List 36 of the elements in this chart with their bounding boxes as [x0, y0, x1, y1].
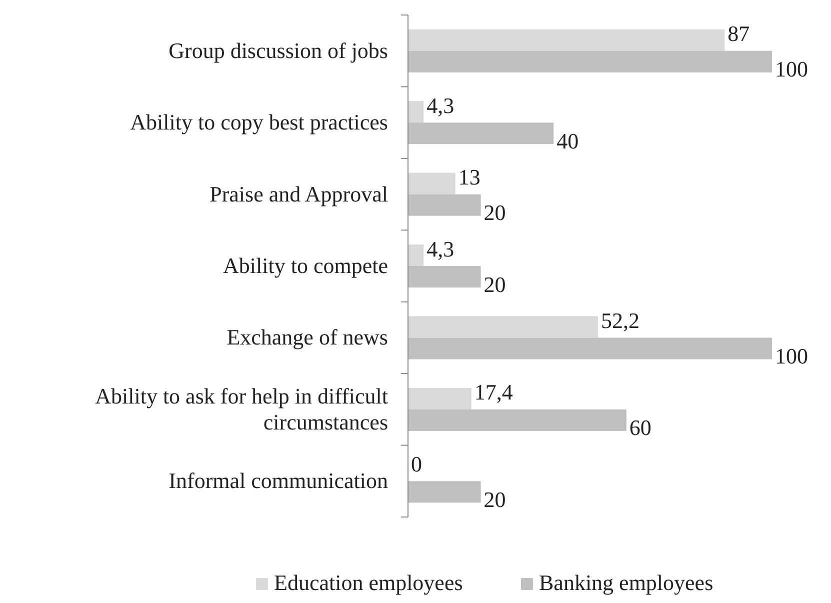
data-label: 60 — [629, 415, 652, 440]
y-tick-label: Informal communication — [168, 468, 388, 494]
bar — [408, 29, 725, 51]
data-label: 20 — [484, 200, 506, 226]
data-label: 17,4 — [474, 380, 513, 405]
y-tick-label: Ability to compete — [223, 253, 388, 278]
bar — [408, 409, 626, 431]
data-label: 13 — [458, 164, 480, 190]
data-label: 100 — [775, 344, 808, 369]
data-label: 4,3 — [426, 92, 454, 118]
y-tick-label: Praise and Approval — [210, 181, 388, 206]
y-tick-label: Ability to ask for help in difficult circumstances — [95, 383, 388, 434]
legend-label: Banking employees — [539, 570, 714, 595]
bar — [408, 338, 772, 360]
y-tick-label: Exchange of news — [226, 324, 388, 350]
bar — [408, 50, 772, 72]
data-label: 4,3 — [426, 236, 454, 262]
bar — [408, 266, 481, 288]
bar — [408, 122, 554, 144]
data-label: 0 — [411, 451, 422, 476]
data-label: 20 — [484, 272, 506, 297]
bar — [408, 172, 456, 194]
data-label: 87 — [728, 21, 750, 46]
data-label: 52,2 — [601, 308, 640, 334]
y-tick-label: Ability to copy best practices — [130, 110, 388, 135]
bar — [408, 316, 598, 338]
bar — [408, 194, 481, 216]
legend-label: Education employees — [274, 570, 463, 595]
data-label: 100 — [775, 56, 808, 82]
bar — [408, 388, 472, 410]
bar — [408, 244, 424, 266]
y-tick-label: Group discussion of jobs — [168, 38, 388, 63]
data-label: 40 — [556, 128, 579, 154]
data-label: 20 — [484, 486, 506, 512]
bar — [408, 101, 424, 123]
bar — [408, 481, 481, 503]
